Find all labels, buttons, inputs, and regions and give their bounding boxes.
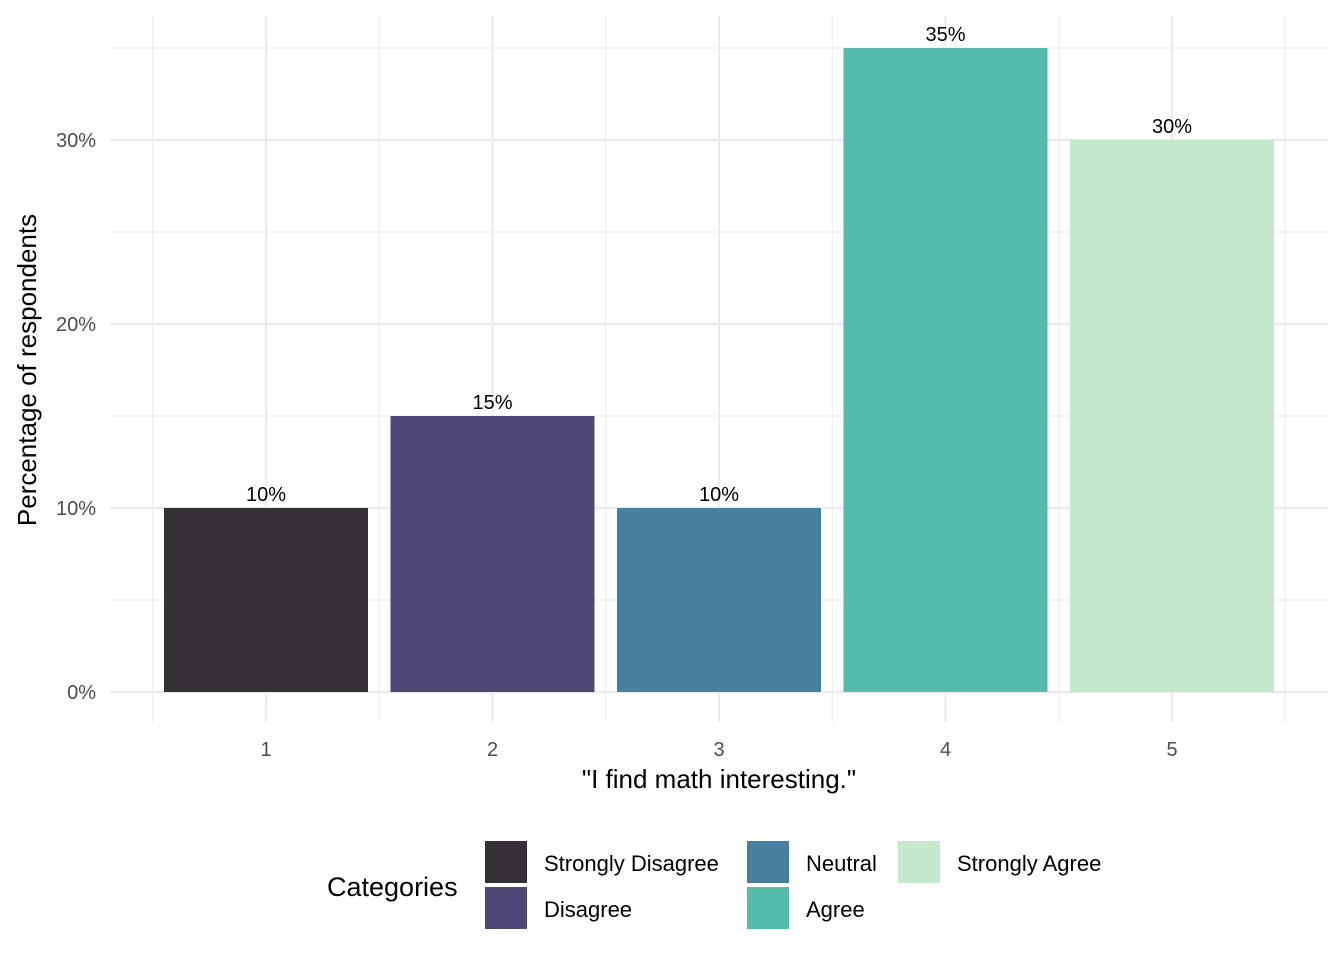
legend-entry-label: Agree	[806, 897, 865, 922]
y-tick-label: 10%	[56, 498, 96, 520]
y-axis-ticks: 0% 10% 20% 30%	[56, 130, 96, 704]
legend-swatch	[898, 841, 940, 883]
y-tick-label: 20%	[56, 314, 96, 336]
x-tick-label: 1	[260, 739, 271, 761]
y-axis-title: Percentage of respondents	[12, 214, 42, 526]
legend-swatch	[747, 887, 789, 929]
legend-swatch	[747, 841, 789, 883]
legend-title: Categories	[327, 872, 458, 902]
bars	[164, 48, 1274, 692]
bar-labels: 10% 15% 10% 35% 30%	[246, 24, 1192, 506]
legend-entry-label: Strongly Agree	[957, 851, 1101, 876]
x-axis-ticks: 1 2 3 4 5	[260, 739, 1177, 761]
legend-entry-label: Disagree	[544, 897, 632, 922]
x-tick-label: 5	[1166, 739, 1177, 761]
y-tick-label: 30%	[56, 130, 96, 152]
bar-1	[164, 508, 368, 692]
y-tick-label: 0%	[67, 682, 96, 704]
legend-swatch	[485, 841, 527, 883]
bar-label-5: 30%	[1152, 116, 1192, 138]
x-tick-label: 2	[487, 739, 498, 761]
legend: Categories Strongly Disagree Disagree Neut…	[327, 841, 1101, 929]
bar-3	[617, 508, 821, 692]
bar-5	[1070, 140, 1274, 692]
x-tick-label: 4	[940, 739, 951, 761]
bar-label-4: 35%	[925, 24, 965, 46]
legend-swatch	[485, 887, 527, 929]
bar-label-3: 10%	[699, 484, 739, 506]
legend-entry-label: Strongly Disagree	[544, 851, 719, 876]
bar-2	[390, 416, 595, 692]
bar-label-1: 10%	[246, 484, 286, 506]
x-tick-label: 3	[713, 739, 724, 761]
x-axis-title: "I find math interesting."	[582, 764, 856, 794]
legend-entry-label: Neutral	[806, 851, 877, 876]
bar-4	[843, 48, 1048, 692]
bar-label-2: 15%	[472, 392, 512, 414]
